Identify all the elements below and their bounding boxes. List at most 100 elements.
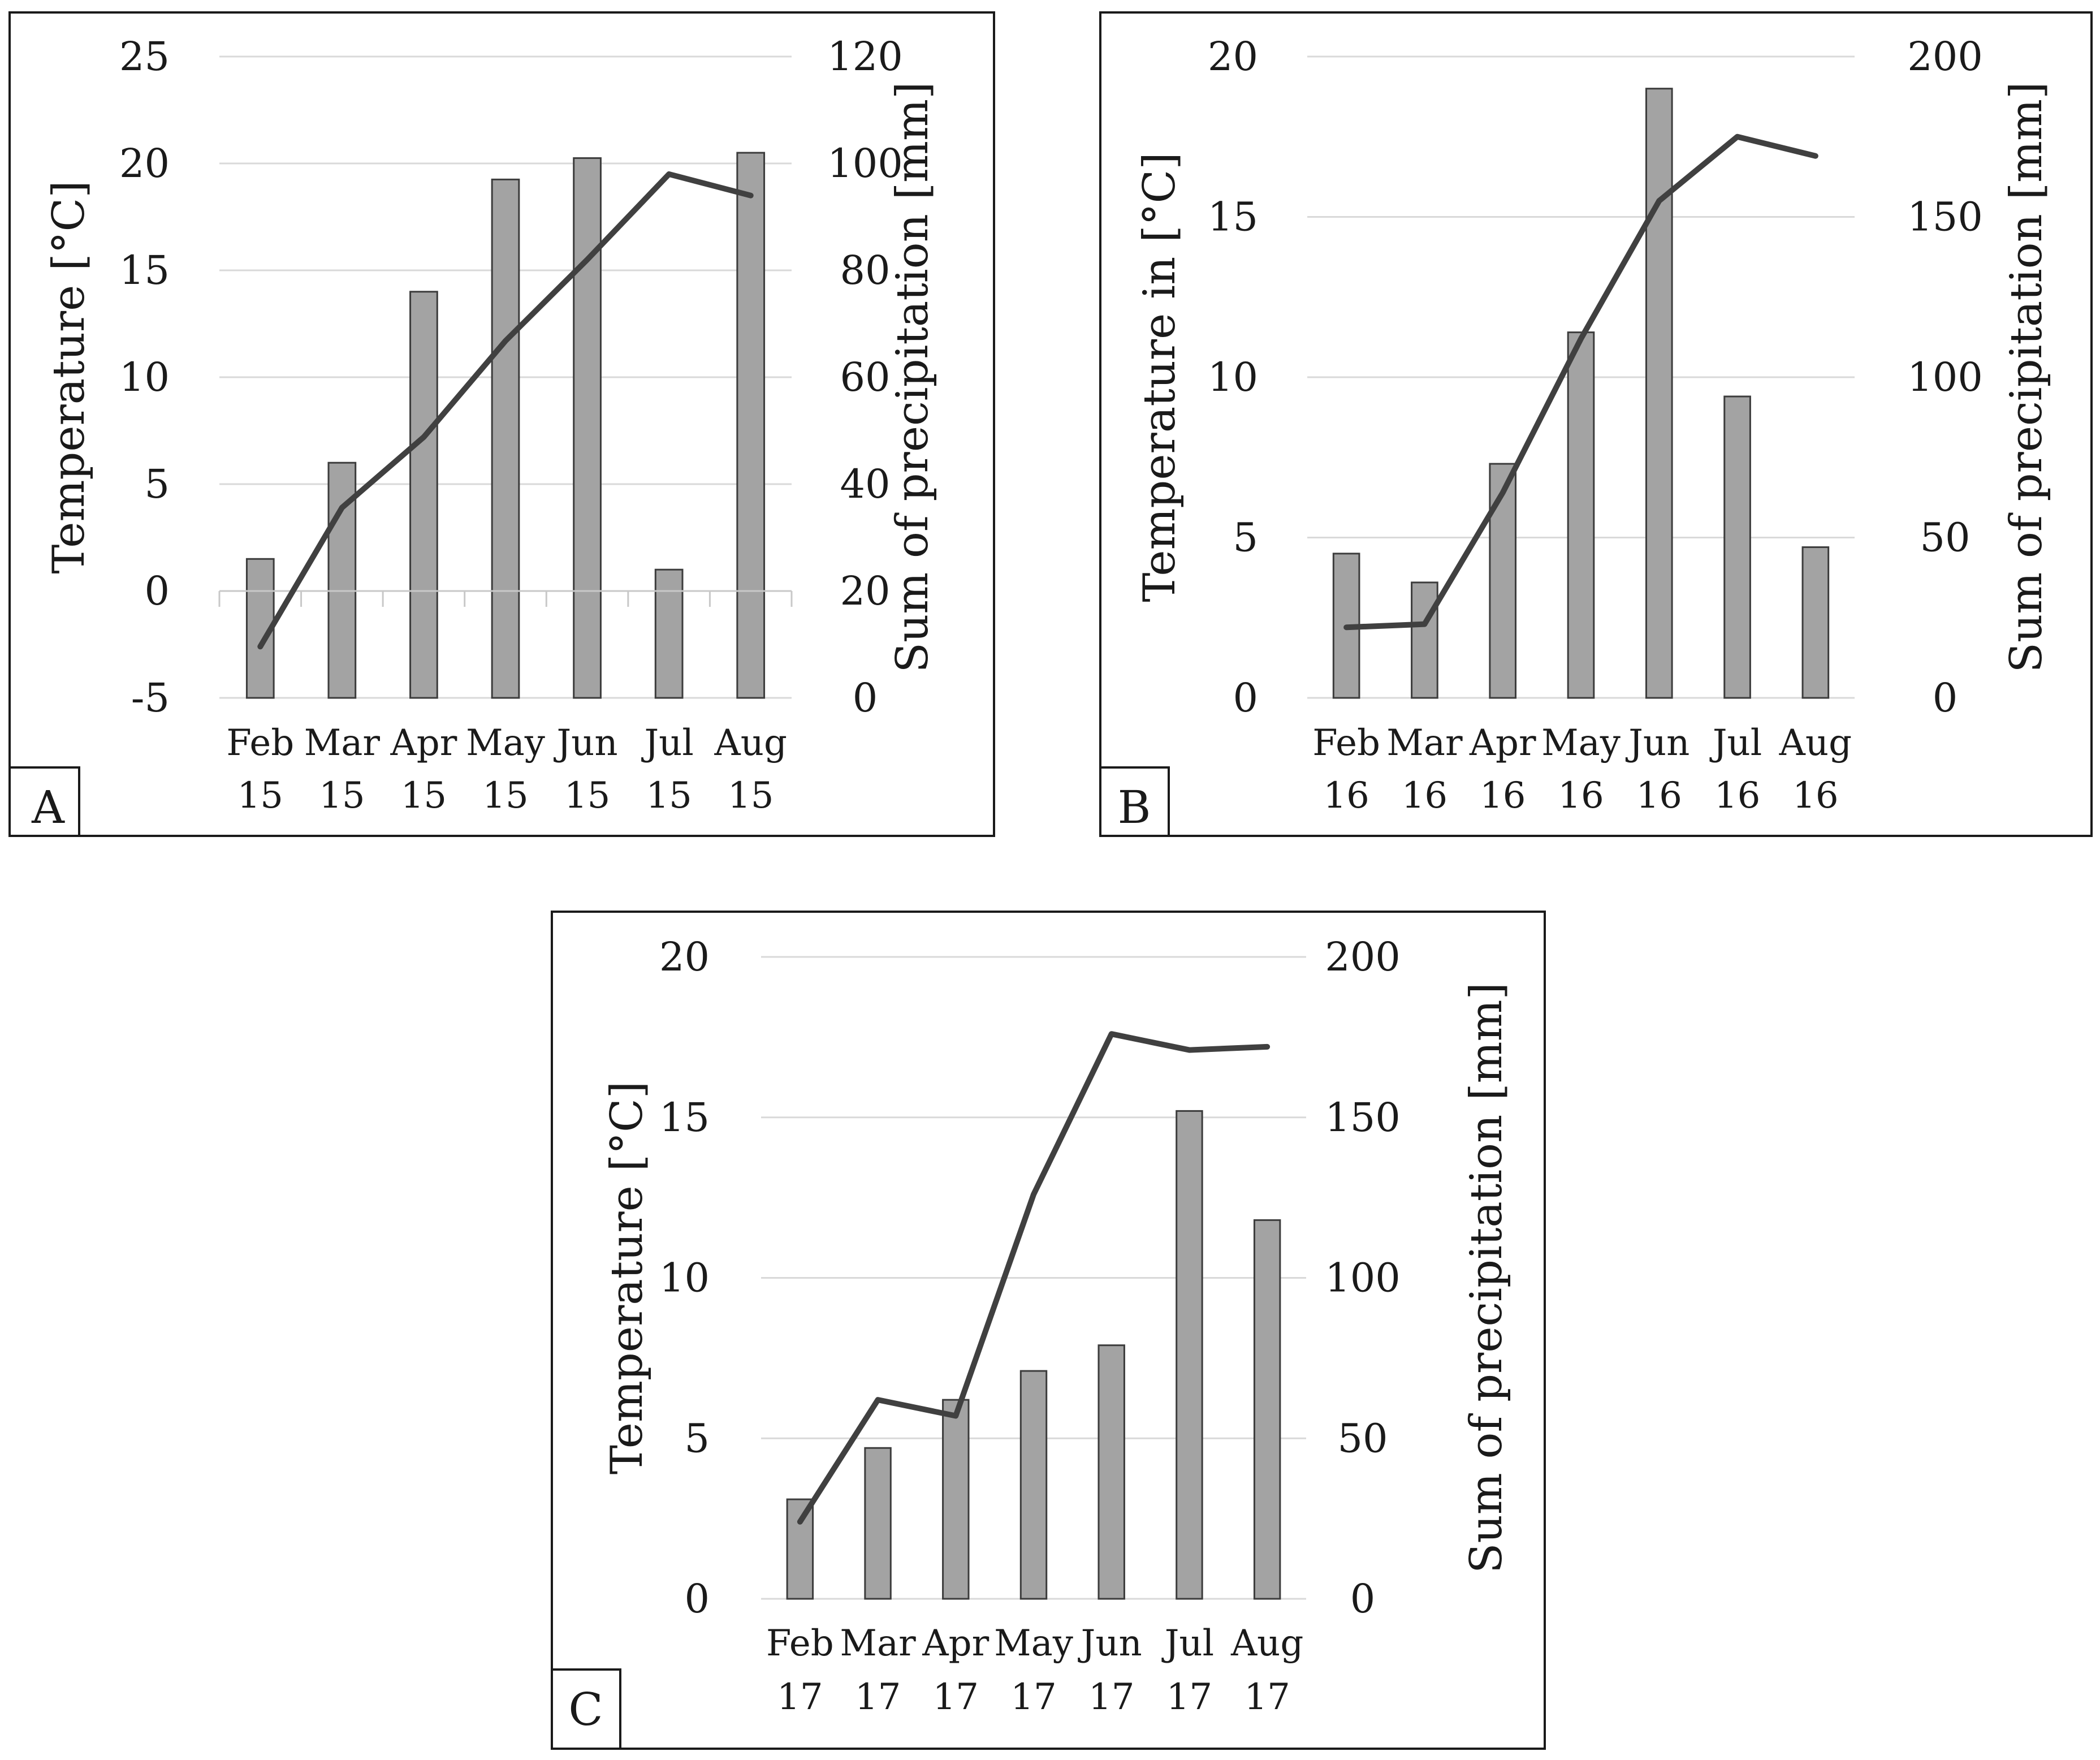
y-tick-label-right: 80 xyxy=(840,247,890,294)
chart-panel-b: 20151050200150100500Feb16Mar16Apr16May16… xyxy=(1099,11,2093,837)
x-tick-label-year: 17 xyxy=(1088,1676,1134,1718)
bar xyxy=(491,178,520,699)
bar xyxy=(654,568,684,699)
x-tick-label-year: 16 xyxy=(1480,775,1526,817)
y-tick-label-right: 100 xyxy=(1907,354,1983,400)
y-axis-title-right: Sum of precipitation [mm] xyxy=(1461,982,1512,1573)
x-tick-label-year: 17 xyxy=(1244,1676,1290,1718)
x-tick-label-year: 16 xyxy=(1558,775,1604,817)
x-tick-label-month: Feb xyxy=(1312,722,1380,764)
y-tick-label-right: 200 xyxy=(1907,33,1983,80)
temperature-line xyxy=(257,171,754,650)
y-tick-label-left: 5 xyxy=(684,1415,710,1461)
x-tick-label-month: Apr xyxy=(1469,722,1536,764)
y-tick-label-right: 0 xyxy=(853,675,878,721)
y-tick-label-left: 0 xyxy=(1233,675,1258,721)
y-tick-label-right: 150 xyxy=(1325,1094,1401,1141)
chart-panel-c: 20151050200150100500Feb17Mar17Apr17May17… xyxy=(551,911,1546,1750)
x-tick-label-year: 17 xyxy=(777,1676,823,1718)
y-tick-label-left: 15 xyxy=(1208,194,1258,240)
bar xyxy=(864,1447,892,1600)
y-tick-label-right: 100 xyxy=(827,140,903,187)
y-tick-label-right: 120 xyxy=(827,33,903,80)
y-tick-label-right: 0 xyxy=(1933,675,1958,721)
panel-letter-box xyxy=(551,1668,621,1750)
bar xyxy=(1567,331,1595,699)
y-axis-title-left: Temperature [°C] xyxy=(602,1081,653,1474)
panel-letter-box xyxy=(1099,766,1170,837)
x-tick-label-year: 17 xyxy=(1010,1676,1056,1718)
x-tick-label-month: Apr xyxy=(922,1623,989,1664)
bar xyxy=(1253,1219,1281,1600)
y-tick-label-left: 25 xyxy=(119,33,170,80)
y-axis-title-left: Temperature [°C] xyxy=(44,180,94,573)
chart-frame xyxy=(551,911,1546,1750)
bar xyxy=(1019,1370,1048,1600)
y-tick-label-right: 200 xyxy=(1325,934,1401,980)
x-tick-label-year: 16 xyxy=(1636,775,1682,817)
y-tick-label-right: 40 xyxy=(840,461,890,507)
y-tick-label-left: 0 xyxy=(684,1576,710,1622)
x-tick-label-month: Mar xyxy=(1386,722,1463,764)
x-tick-label-year: 17 xyxy=(933,1676,979,1718)
y-tick-label-left: 15 xyxy=(119,247,170,294)
y-tick-label-right: 20 xyxy=(840,568,890,614)
x-tick-label-month: Jul xyxy=(641,722,693,764)
y-axis-title-left: Temperature in [°C] xyxy=(1134,152,1185,602)
bar xyxy=(1723,395,1751,699)
bar xyxy=(573,157,602,699)
x-tick-label-month: May xyxy=(1541,722,1621,764)
y-tick-label-left: 10 xyxy=(1208,354,1258,400)
y-axis-title-right: Sum of precipitation [mm] xyxy=(887,82,938,673)
x-tick-label-month: Feb xyxy=(766,1623,834,1664)
x-tick-label-year: 15 xyxy=(564,775,610,817)
y-tick-label-left: 10 xyxy=(659,1255,710,1301)
x-tick-label-year: 16 xyxy=(1323,775,1369,817)
x-tick-label-month: Jun xyxy=(1078,1623,1142,1664)
y-tick-label-right: 60 xyxy=(840,354,890,400)
x-tick-label-month: May xyxy=(466,722,545,764)
x-tick-label-month: Jun xyxy=(1625,722,1689,764)
x-tick-label-year: 15 xyxy=(237,775,283,817)
x-tick-label-year: 15 xyxy=(319,775,365,817)
y-tick-label-right: 50 xyxy=(1337,1415,1388,1461)
panel-letter: A xyxy=(31,781,65,834)
bar xyxy=(1097,1344,1125,1600)
bar xyxy=(1801,546,1830,699)
x-tick-label-month: Jul xyxy=(1709,722,1762,764)
y-tick-label-left: 5 xyxy=(144,461,170,507)
chart-panel-a: 25 20 15 10 5 0 -5 120 100 80 60 40 20 0 Feb 15 Mar 15 Apr… xyxy=(8,11,995,837)
x-tick-label-year: 16 xyxy=(1402,775,1447,817)
y-tick-label-left: 20 xyxy=(1208,33,1258,80)
bar xyxy=(409,291,438,699)
x-tick-label-month: Jun xyxy=(554,722,618,764)
panel-letter: B xyxy=(1118,781,1151,834)
y-tick-label-left: 20 xyxy=(119,140,170,187)
y-tick-label-left: 15 xyxy=(659,1094,710,1141)
x-tick-label-year: 15 xyxy=(482,775,528,817)
y-tick-label-left: 0 xyxy=(144,568,170,614)
bar xyxy=(942,1399,970,1600)
y-tick-label-right: 150 xyxy=(1907,194,1983,240)
y-tick-label-left: 20 xyxy=(659,934,710,980)
bar xyxy=(1176,1110,1203,1600)
temperature-line xyxy=(1343,133,1818,631)
x-tick-label-year: 15 xyxy=(646,775,692,817)
x-tick-label-month: May xyxy=(994,1623,1073,1664)
x-tick-label-year: 17 xyxy=(1166,1676,1212,1718)
x-tick-label-month: Mar xyxy=(840,1623,916,1664)
x-tick-label-month: Aug xyxy=(1779,722,1852,764)
x-tick-label-year: 15 xyxy=(401,775,447,817)
bar xyxy=(736,152,766,699)
bar xyxy=(1489,463,1517,699)
x-tick-label-month: Feb xyxy=(226,722,294,764)
x-tick-label-month: Mar xyxy=(304,722,381,764)
y-tick-label-right: 50 xyxy=(1920,515,1970,561)
temperature-line xyxy=(797,1031,1271,1525)
x-tick-label-month: Apr xyxy=(390,722,457,764)
x-tick-label-month: Aug xyxy=(714,722,787,764)
x-tick-label-year: 17 xyxy=(855,1676,901,1718)
panel-letter-box xyxy=(8,766,80,837)
